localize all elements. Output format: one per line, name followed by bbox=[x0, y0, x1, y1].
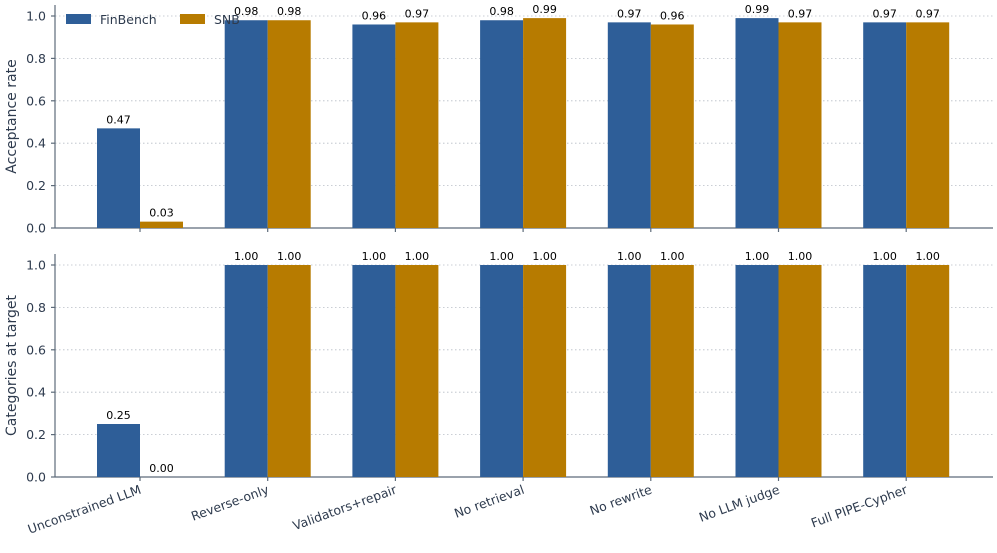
bar-finbench bbox=[224, 20, 268, 228]
bar-finbench bbox=[480, 20, 524, 228]
bar-snb bbox=[267, 20, 311, 228]
data-label: 0.00 bbox=[149, 462, 174, 475]
bar-finbench bbox=[607, 22, 651, 228]
data-label: 0.97 bbox=[872, 7, 897, 20]
data-label: 1.00 bbox=[660, 250, 685, 263]
y-tick-label: 0.6 bbox=[26, 93, 46, 108]
bar-snb bbox=[140, 221, 183, 228]
bar-finbench bbox=[224, 265, 268, 477]
y-tick-label: 0.2 bbox=[26, 427, 46, 442]
legend-label-snb: SNB bbox=[214, 12, 240, 27]
data-label: 0.25 bbox=[106, 409, 131, 422]
y-tick-label: 1.0 bbox=[26, 258, 46, 273]
data-label: 0.97 bbox=[617, 7, 642, 20]
data-label: 0.97 bbox=[915, 7, 940, 20]
x-tick-label: No rewrite bbox=[588, 482, 654, 518]
data-label: 1.00 bbox=[532, 250, 557, 263]
bar-finbench bbox=[735, 18, 779, 229]
data-label: 0.99 bbox=[532, 3, 557, 16]
bar-snb bbox=[523, 265, 567, 477]
bar-finbench bbox=[607, 265, 651, 477]
bar-snb bbox=[906, 265, 950, 477]
y-tick-label: 0.6 bbox=[26, 342, 46, 357]
bar-snb bbox=[395, 265, 439, 477]
data-label: 0.98 bbox=[489, 5, 514, 18]
bar-finbench bbox=[97, 424, 140, 477]
bar-finbench bbox=[352, 24, 396, 229]
y-tick-label: 0.8 bbox=[26, 51, 46, 66]
bar-finbench bbox=[735, 265, 779, 477]
data-label: 0.99 bbox=[745, 3, 770, 16]
bar-finbench bbox=[97, 128, 140, 228]
x-tick-label: Full PIPE-Cypher bbox=[809, 481, 910, 530]
data-label: 1.00 bbox=[788, 250, 813, 263]
y-tick-label: 1.0 bbox=[26, 9, 46, 24]
bar-finbench bbox=[352, 265, 396, 477]
bar-snb bbox=[523, 18, 567, 229]
bar-snb bbox=[650, 265, 694, 477]
bar-finbench bbox=[480, 265, 524, 477]
y-tick-label: 0.4 bbox=[26, 385, 46, 400]
data-label: 1.00 bbox=[277, 250, 302, 263]
legend-swatch-snb bbox=[180, 14, 205, 24]
data-label: 0.03 bbox=[149, 207, 174, 220]
y-axis-title: Acceptance rate bbox=[4, 59, 20, 173]
x-tick-label: Validators+repair bbox=[291, 481, 400, 533]
data-label: 0.98 bbox=[277, 5, 302, 18]
x-tick-label: No retrieval bbox=[452, 482, 526, 521]
data-label: 0.97 bbox=[405, 7, 430, 20]
legend-label-finbench: FinBench bbox=[100, 12, 157, 27]
legend-swatch-finbench bbox=[66, 14, 91, 24]
y-tick-label: 0.8 bbox=[26, 300, 46, 315]
y-tick-label: 0.4 bbox=[26, 136, 46, 151]
bar-snb bbox=[395, 22, 439, 228]
y-tick-label: 0.2 bbox=[26, 178, 46, 193]
data-label: 0.96 bbox=[660, 9, 685, 22]
data-label: 0.96 bbox=[362, 9, 387, 22]
data-label: 0.97 bbox=[788, 7, 813, 20]
x-tick-label: Unconstrained LLM bbox=[26, 482, 143, 537]
data-label: 1.00 bbox=[745, 250, 770, 263]
bar-snb bbox=[267, 265, 311, 477]
bar-snb bbox=[778, 22, 822, 228]
data-label: 1.00 bbox=[915, 250, 940, 263]
data-label: 1.00 bbox=[362, 250, 387, 263]
x-tick-label: Reverse-only bbox=[189, 482, 271, 524]
y-tick-label: 0.0 bbox=[26, 221, 46, 236]
data-label: 1.00 bbox=[617, 250, 642, 263]
bar-finbench bbox=[863, 265, 907, 477]
data-label: 1.00 bbox=[234, 250, 259, 263]
bar-snb bbox=[650, 24, 694, 229]
data-label: 1.00 bbox=[489, 250, 514, 263]
y-axis-title: Categories at target bbox=[4, 294, 20, 436]
bar-snb bbox=[778, 265, 822, 477]
data-label: 1.00 bbox=[405, 250, 430, 263]
bar-finbench bbox=[863, 22, 907, 228]
data-label: 0.98 bbox=[234, 5, 259, 18]
x-tick-label: No LLM judge bbox=[697, 482, 782, 525]
data-label: 1.00 bbox=[872, 250, 897, 263]
bar-snb bbox=[906, 22, 950, 228]
data-label: 0.47 bbox=[106, 113, 131, 126]
y-tick-label: 0.0 bbox=[26, 470, 46, 485]
